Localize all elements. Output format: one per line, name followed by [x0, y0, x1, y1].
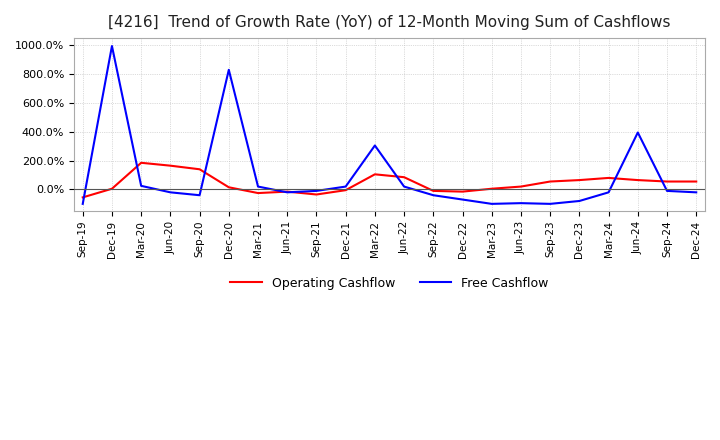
Free Cashflow [78, 201, 87, 206]
Operating Cashflow [137, 160, 145, 165]
Operating Cashflow [283, 189, 292, 194]
Operating Cashflow [371, 172, 379, 177]
Line: Free Cashflow: Free Cashflow [83, 46, 696, 204]
Free Cashflow [312, 188, 321, 194]
Free Cashflow [487, 201, 496, 206]
Operating Cashflow [458, 189, 467, 194]
Free Cashflow [283, 190, 292, 195]
Legend: Operating Cashflow, Free Cashflow: Operating Cashflow, Free Cashflow [225, 272, 554, 295]
Operating Cashflow [195, 167, 204, 172]
Operating Cashflow [634, 177, 642, 183]
Free Cashflow [400, 184, 408, 189]
Free Cashflow [662, 188, 671, 194]
Operating Cashflow [400, 175, 408, 180]
Free Cashflow [225, 67, 233, 73]
Operating Cashflow [78, 195, 87, 200]
Free Cashflow [341, 184, 350, 189]
Operating Cashflow [662, 179, 671, 184]
Free Cashflow [195, 193, 204, 198]
Operating Cashflow [575, 177, 584, 183]
Free Cashflow [517, 201, 526, 206]
Operating Cashflow [312, 192, 321, 197]
Free Cashflow [604, 190, 613, 195]
Free Cashflow [107, 44, 116, 49]
Operating Cashflow [107, 186, 116, 191]
Free Cashflow [546, 201, 554, 206]
Free Cashflow [429, 193, 438, 198]
Operating Cashflow [429, 188, 438, 194]
Title: [4216]  Trend of Growth Rate (YoY) of 12-Month Moving Sum of Cashflows: [4216] Trend of Growth Rate (YoY) of 12-… [108, 15, 671, 30]
Free Cashflow [634, 130, 642, 135]
Operating Cashflow [487, 186, 496, 191]
Operating Cashflow [341, 187, 350, 193]
Free Cashflow [137, 183, 145, 188]
Operating Cashflow [546, 179, 554, 184]
Free Cashflow [692, 190, 701, 195]
Operating Cashflow [692, 179, 701, 184]
Operating Cashflow [517, 184, 526, 189]
Free Cashflow [253, 184, 262, 189]
Operating Cashflow [225, 185, 233, 190]
Line: Operating Cashflow: Operating Cashflow [83, 163, 696, 198]
Free Cashflow [575, 198, 584, 204]
Free Cashflow [166, 190, 175, 195]
Operating Cashflow [253, 191, 262, 196]
Operating Cashflow [166, 163, 175, 169]
Free Cashflow [371, 143, 379, 148]
Operating Cashflow [604, 175, 613, 180]
Free Cashflow [458, 197, 467, 202]
